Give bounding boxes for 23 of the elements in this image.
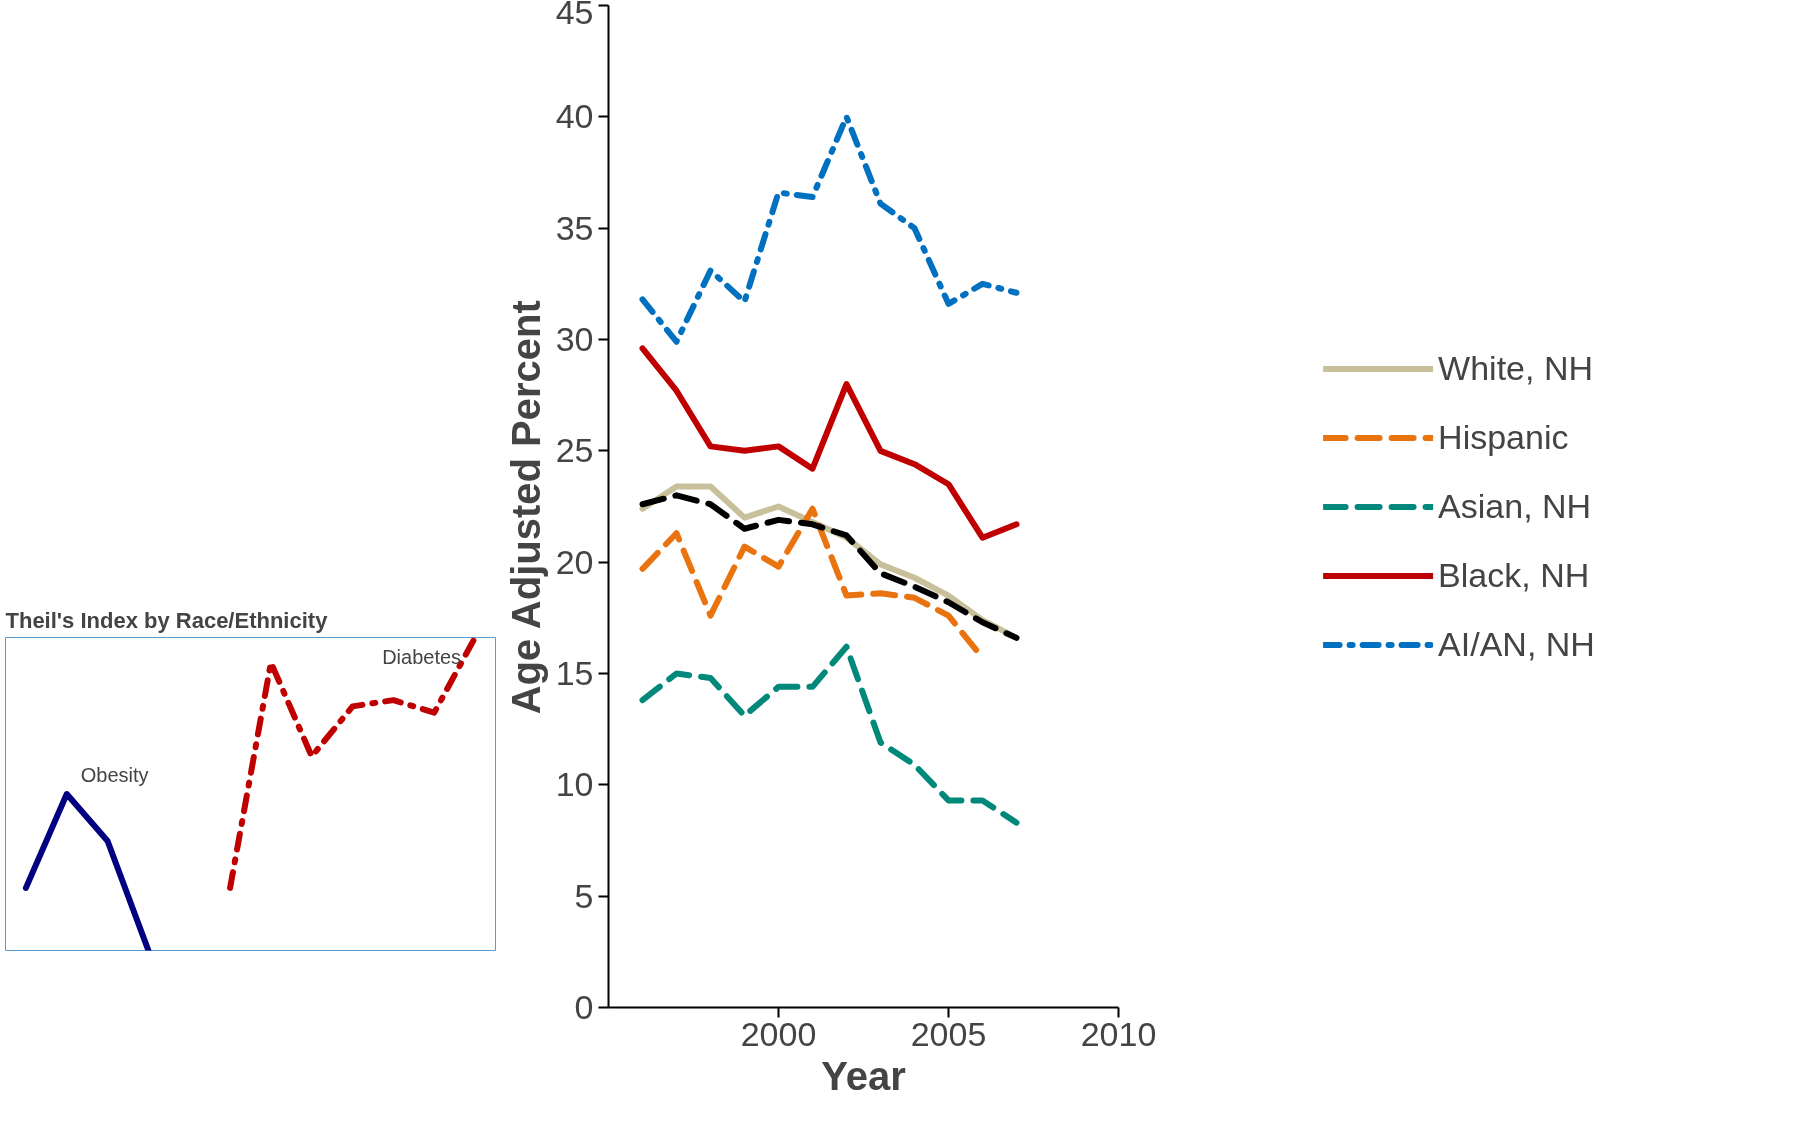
x-tick-label: 2005 [910, 1014, 987, 1053]
x-tick-label: 2000 [740, 1014, 817, 1053]
y-tick-label: 10 [555, 765, 594, 804]
y-tick-label: 30 [555, 320, 594, 358]
y-tick-label: 40 [555, 97, 594, 136]
legend-label: Asian, NH [1438, 486, 1592, 526]
y-tick-label: 0 [574, 988, 594, 1026]
y-tick-label: 25 [555, 431, 594, 470]
y-tick-label: 45 [555, 0, 594, 31]
annotation: Diabetes [382, 645, 462, 668]
chart-title: Theil's Index by Race/Ethnicity [5, 607, 329, 633]
y-tick-label: 15 [555, 654, 594, 692]
y-tick-label: 20 [555, 542, 594, 581]
y-tick-label: 35 [555, 208, 594, 247]
legend-label: Hispanic [1438, 417, 1569, 457]
x-tick-label: 2010 [1080, 1014, 1157, 1053]
y-axis-title: Age Adjusted Percent [503, 300, 548, 715]
x-axis-title: Year [821, 1053, 906, 1098]
legend-label: Black, NH [1438, 555, 1590, 595]
y-tick-label: 5 [574, 876, 594, 915]
annotation: Obesity [80, 764, 149, 786]
legend-label: White, NH [1438, 348, 1594, 388]
legend-label: AI/AN, NH [1438, 624, 1595, 664]
